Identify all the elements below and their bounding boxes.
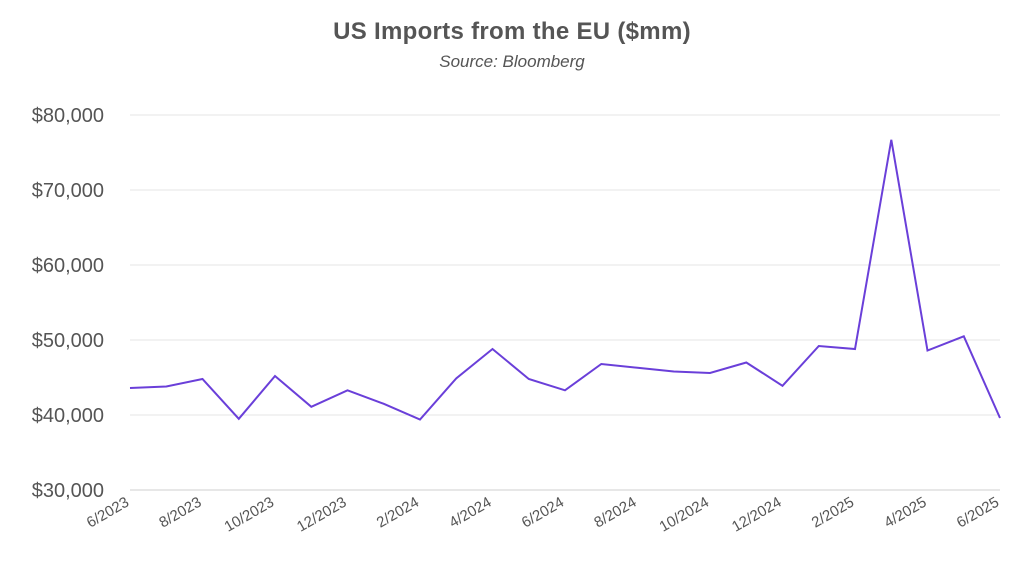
x-tick-label: 8/2024 <box>591 494 639 532</box>
chart-subtitle: Source: Bloomberg <box>439 52 585 71</box>
x-tick-label: 6/2025 <box>954 494 1002 532</box>
x-tick-label: 4/2024 <box>446 494 494 532</box>
series-group <box>129 139 1001 421</box>
x-tick-label: 4/2025 <box>881 494 929 532</box>
x-tick-label: 10/2024 <box>657 494 712 536</box>
x-tick-label: 12/2023 <box>294 494 349 536</box>
y-tick-label: $70,000 <box>32 180 104 202</box>
chart-title: US Imports from the EU ($mm) <box>333 18 691 45</box>
y-axis: $30,000 $40,000 $50,000 $60,000 $70,000 $80,0… <box>32 105 104 502</box>
x-tick-label: 8/2023 <box>156 494 204 532</box>
x-axis: 6/2023 8/2023 10/2023 12/2023 2/2024 4/2024 6/… <box>84 494 1002 536</box>
y-tick-label: $50,000 <box>32 330 104 352</box>
x-tick-label: 10/2023 <box>222 494 277 536</box>
y-tick-label: $30,000 <box>32 480 104 502</box>
x-tick-label: 6/2024 <box>519 494 567 532</box>
y-tick-label: $40,000 <box>32 405 104 427</box>
x-tick-label: 12/2024 <box>729 494 784 536</box>
series-line <box>129 139 1001 421</box>
x-tick-label: 2/2025 <box>809 494 857 532</box>
y-tick-label: $80,000 <box>32 105 104 127</box>
y-tick-label: $60,000 <box>32 255 104 277</box>
gridlines <box>130 114 1000 491</box>
x-tick-label: 2/2024 <box>374 494 422 532</box>
